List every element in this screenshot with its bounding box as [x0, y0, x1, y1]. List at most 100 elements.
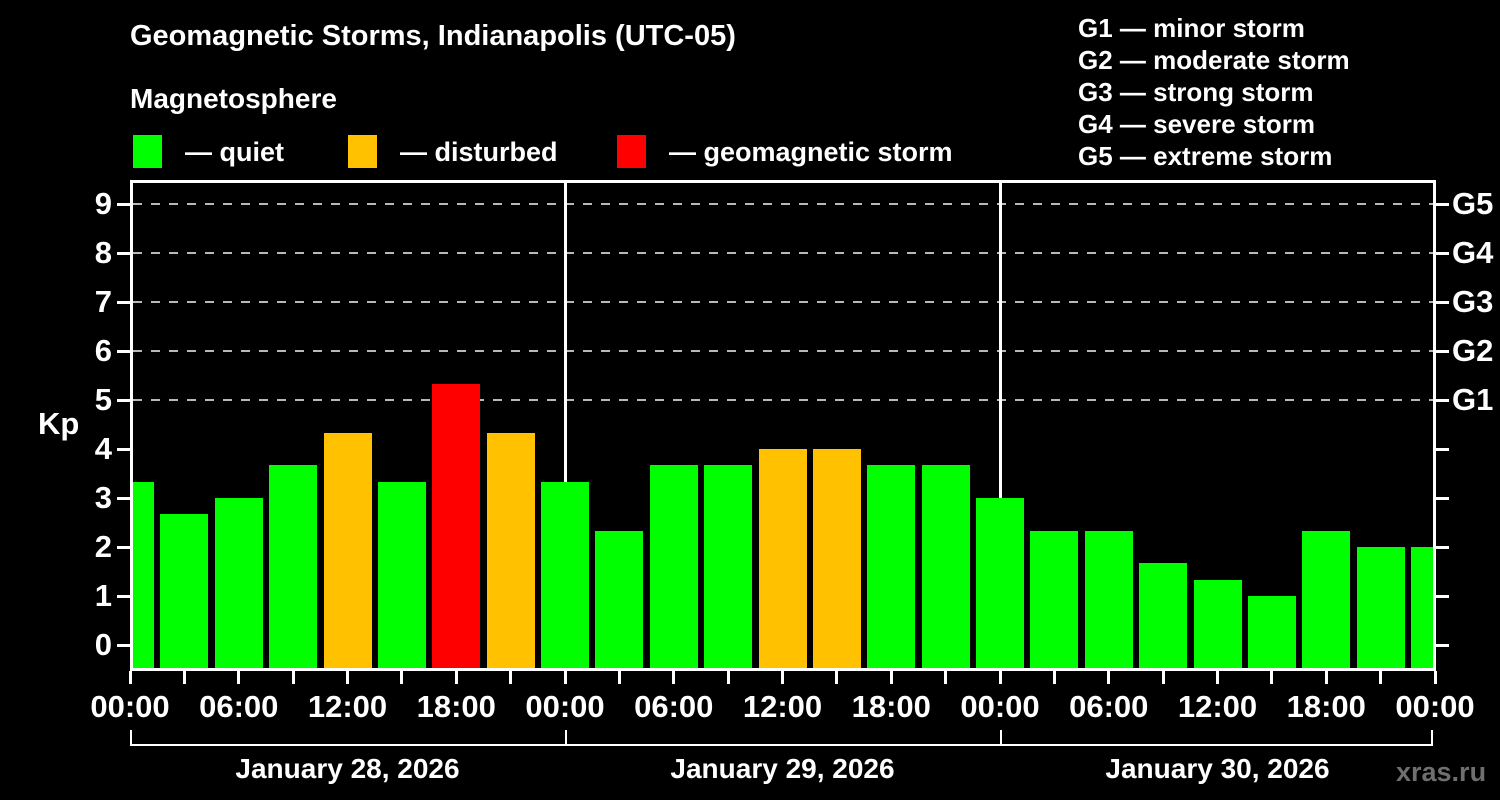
x-axis-tick: [835, 671, 839, 684]
x-axis-tick: [726, 671, 730, 684]
kp-gridline-6: [133, 350, 1433, 352]
x-axis-label: 06:00: [1069, 689, 1149, 724]
y-axis-tick: [117, 251, 130, 255]
y-axis-tick: [117, 398, 130, 402]
kp-bar: [704, 465, 753, 668]
kp-bar: [1084, 530, 1133, 668]
plot-frame: [130, 180, 1436, 671]
legend-label-quiet: — quiet: [185, 137, 284, 167]
y-axis-tick: [117, 643, 130, 647]
kp-bar: [432, 383, 481, 668]
x-axis-tick: [182, 671, 186, 684]
kp-bar: [377, 481, 426, 668]
g-scale-label-g2: G2: [1452, 333, 1494, 368]
y-axis-label: 7: [94, 284, 112, 319]
x-axis-tick: [563, 671, 567, 684]
kp-bar: [160, 514, 209, 668]
y-axis-label: 6: [94, 333, 112, 368]
y-axis-tick: [117, 545, 130, 549]
right-axis-tick: [1436, 594, 1449, 598]
x-axis-tick: [781, 671, 784, 684]
x-axis-tick: [889, 671, 893, 684]
kp-bar: [1247, 596, 1296, 668]
right-axis-tick: [1436, 300, 1449, 304]
storm-scale-g3: G3 — strong storm: [1078, 77, 1314, 107]
x-axis-tick: [672, 671, 676, 684]
kp-bar: [269, 465, 318, 668]
storm-scale-legend: G1 — minor storm G2 — moderate storm G3 …: [1078, 12, 1350, 172]
x-axis-label: 00:00: [960, 689, 1040, 724]
legend-label-disturbed: — disturbed: [400, 137, 558, 167]
watermark-xras-link[interactable]: xras.ru: [1396, 757, 1487, 787]
kp-bar: [1356, 547, 1405, 668]
date-label: January 30, 2026: [1105, 753, 1330, 784]
y-axis-tick: [117, 300, 130, 304]
x-axis-label: 00:00: [90, 689, 170, 724]
right-axis-tick: [1436, 643, 1449, 647]
y-axis-tick: [117, 594, 130, 598]
y-axis-label: 5: [94, 382, 112, 417]
x-axis-label: 18:00: [851, 689, 931, 724]
x-axis-tick: [617, 671, 621, 684]
x-axis-label: 12:00: [742, 689, 823, 724]
x-axis-label: 06:00: [199, 689, 279, 724]
y-axis-label: 4: [94, 431, 112, 466]
storm-swatch-icon: [617, 135, 646, 168]
x-axis-tick: [237, 671, 241, 684]
kp-bar: [323, 432, 372, 668]
x-axis-tick: [1107, 671, 1111, 684]
x-axis-tick: [454, 671, 458, 684]
x-axis-tick: [1324, 671, 1328, 684]
kp-bar: [1302, 530, 1351, 668]
y-axis-label: 2: [94, 529, 112, 564]
x-axis-tick: [509, 671, 513, 684]
storm-scale-g4: G4 — severe storm: [1078, 109, 1316, 139]
storm-scale-g2: G2 — moderate storm: [1078, 45, 1350, 75]
g-scale-label-g5: G5: [1452, 186, 1494, 221]
x-axis-tick: [1216, 671, 1219, 684]
chart-subtitle: Magnetosphere: [130, 83, 337, 114]
date-bracket: [130, 744, 1433, 746]
right-axis-tick: [1436, 251, 1449, 255]
x-axis-tick: [1379, 671, 1383, 684]
kp-bar: [1139, 563, 1188, 668]
x-axis-tick: [998, 671, 1002, 684]
right-axis-tick: [1436, 545, 1449, 549]
storm-scale-g5: G5 — extreme storm: [1078, 141, 1333, 171]
quiet-swatch-icon: [133, 135, 162, 168]
day-divider: [563, 183, 567, 668]
storm-scale-g1: G1 — minor storm: [1078, 13, 1305, 43]
kp-gridline-9: [133, 203, 1433, 205]
y-axis-tick: [117, 496, 130, 500]
right-axis-tick: [1436, 447, 1449, 451]
date-bracket-tick: [1000, 730, 1002, 746]
x-axis-tick: [346, 671, 349, 684]
x-axis-tick: [1052, 671, 1056, 684]
kp-bar: [921, 465, 970, 668]
x-axis-tick: [944, 671, 948, 684]
kp-bar: [133, 481, 154, 668]
x-axis-tick: [1433, 671, 1437, 684]
x-axis-label: 00:00: [525, 689, 605, 724]
x-axis-tick: [1270, 671, 1274, 684]
x-axis-tick: [128, 671, 132, 684]
x-axis-tick: [400, 671, 404, 684]
x-axis-label: 12:00: [307, 689, 388, 724]
date-label: January 29, 2026: [670, 753, 895, 784]
right-axis-tick: [1436, 496, 1449, 500]
disturbed-swatch-icon: [348, 135, 377, 168]
kp-bar: [1193, 579, 1242, 668]
g-scale-label-g3: G3: [1452, 284, 1494, 319]
kp-bar: [812, 449, 861, 668]
g-scale-label-g1: G1: [1452, 382, 1494, 417]
x-axis-label: 18:00: [416, 689, 496, 724]
kp-bar: [214, 498, 263, 668]
y-axis-label: 9: [94, 186, 112, 221]
x-axis-label: 00:00: [1395, 689, 1475, 724]
x-axis-label: 18:00: [1286, 689, 1366, 724]
kp-bar: [649, 465, 698, 668]
y-axis-label: 1: [94, 578, 112, 613]
kp-gridline-7: [133, 301, 1433, 303]
right-axis-tick: [1436, 398, 1449, 402]
